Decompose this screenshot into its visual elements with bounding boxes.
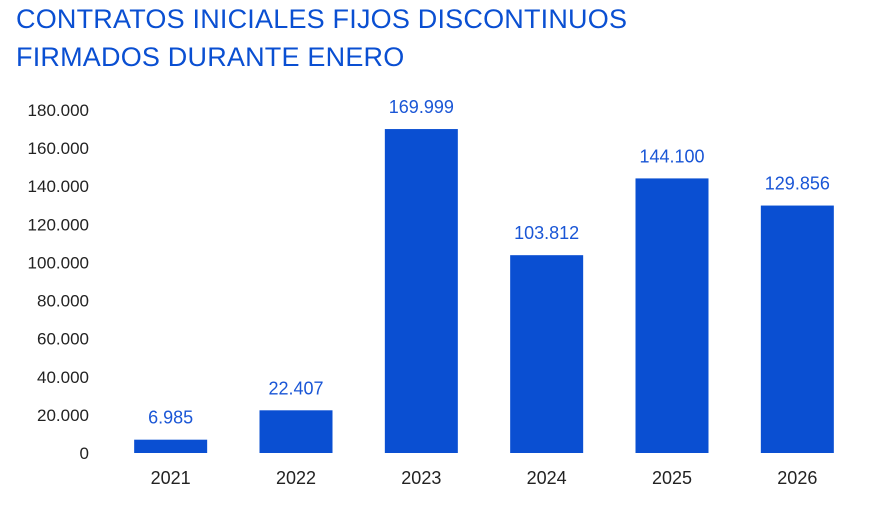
bar-2024 (510, 255, 584, 453)
y-tick-label: 40.000 (37, 368, 89, 387)
x-tick-label-2022: 2022 (276, 468, 316, 488)
data-label-2024: 103.812 (514, 223, 579, 243)
x-tick-label-2024: 2024 (527, 468, 567, 488)
data-label-2026: 129.856 (765, 174, 830, 194)
x-tick-label-2026: 2026 (777, 468, 817, 488)
y-tick-label: 60.000 (37, 330, 89, 349)
y-tick-label: 80.000 (37, 292, 89, 311)
x-tick-label-2021: 2021 (151, 468, 191, 488)
y-tick-label: 120.000 (28, 215, 89, 234)
data-label-2022: 22.407 (268, 378, 323, 398)
chart-title-line-1: CONTRATOS INICIALES FIJOS DISCONTINUOS (16, 4, 628, 34)
y-tick-label: 160.000 (28, 139, 89, 158)
bar-2022 (259, 410, 333, 453)
bar-2026 (760, 205, 834, 453)
y-tick-label: 100.000 (28, 253, 89, 272)
bar-2021 (134, 439, 208, 453)
bar-2025 (635, 178, 709, 454)
data-label-2021: 6.985 (148, 408, 193, 428)
y-tick-label: 140.000 (28, 177, 89, 196)
bar-2023 (384, 129, 458, 453)
y-tick-label: 20.000 (37, 406, 89, 425)
data-label-2023: 169.999 (389, 97, 454, 117)
y-tick-label: 0 (80, 444, 89, 463)
x-tick-label-2025: 2025 (652, 468, 692, 488)
data-label-2025: 144.100 (639, 146, 704, 166)
y-tick-label: 180.000 (28, 101, 89, 120)
x-tick-label-2023: 2023 (401, 468, 441, 488)
chart-title-line-2: FIRMADOS DURANTE ENERO (16, 42, 405, 72)
